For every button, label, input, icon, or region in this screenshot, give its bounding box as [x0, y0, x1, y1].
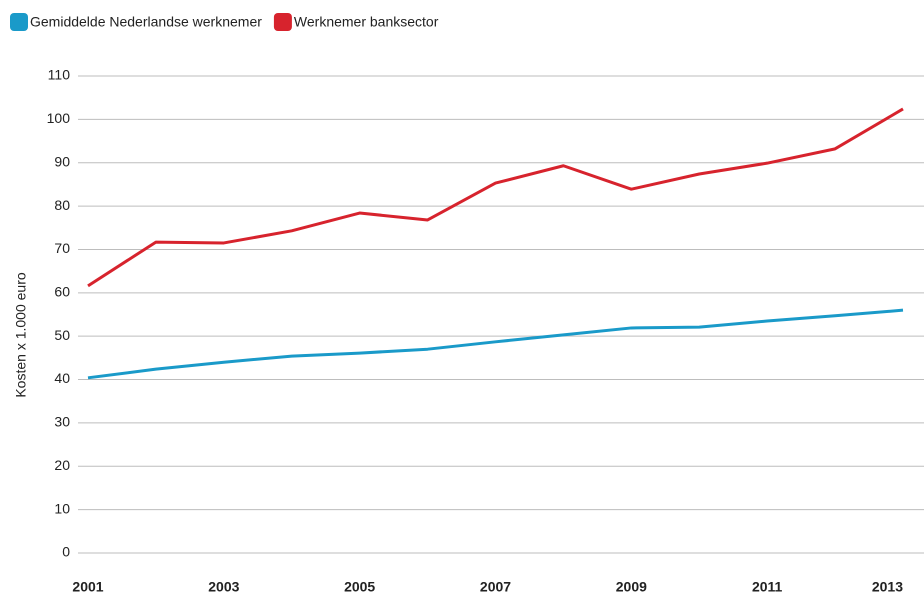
x-tick-label: 2003 — [208, 579, 239, 595]
y-tick-label: 90 — [54, 153, 70, 169]
y-tick-label: 0 — [62, 544, 70, 560]
x-tick-label: 2005 — [344, 579, 375, 595]
y-tick-label: 60 — [54, 284, 70, 300]
series-line — [87, 308, 904, 380]
x-tick-label: 2013 — [872, 579, 903, 595]
legend-label: Werknemer banksector — [294, 14, 439, 30]
legend-swatch — [10, 13, 28, 31]
x-tick-label: 2011 — [752, 579, 783, 595]
x-tick-label: 2007 — [480, 579, 511, 595]
legend-swatch — [273, 13, 292, 31]
series-line — [87, 107, 904, 288]
y-tick-label: 10 — [54, 500, 70, 516]
y-tick-label: 70 — [54, 240, 70, 256]
y-tick-label: 110 — [48, 67, 71, 83]
y-tick-label: 50 — [54, 327, 70, 343]
x-tick-label: 2009 — [616, 579, 647, 595]
y-tick-label: 30 — [54, 414, 70, 430]
legend-label: Gemiddelde Nederlandse werknemer — [30, 14, 262, 30]
x-tick-label: 2001 — [72, 579, 103, 595]
y-tick-label: 80 — [54, 197, 70, 213]
y-axis-label: Kosten x 1.000 euro — [13, 272, 29, 398]
y-tick-label: 20 — [54, 457, 70, 473]
y-tick-label: 100 — [47, 110, 71, 126]
y-tick-label: 40 — [54, 370, 70, 386]
